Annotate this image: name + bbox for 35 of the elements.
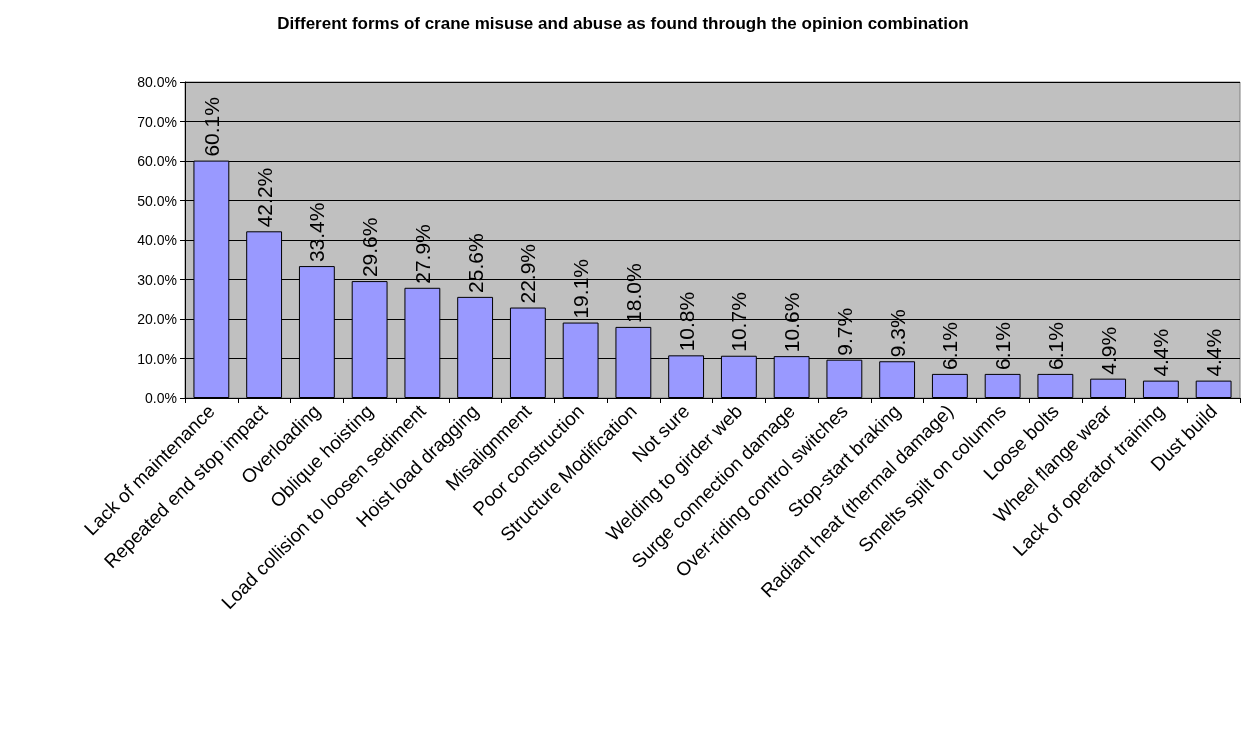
y-tick-label: 40.0% [137, 232, 177, 248]
bar [879, 361, 916, 398]
y-tick-label: 20.0% [137, 311, 177, 327]
data-label: 10.8% [674, 291, 698, 352]
data-label: 9.3% [885, 309, 909, 358]
y-tick-label: 10.0% [137, 350, 177, 367]
y-tick-label: 70.0% [137, 113, 177, 130]
bar [1142, 380, 1179, 398]
data-label: 4.4% [1149, 328, 1173, 377]
bar [1195, 380, 1232, 398]
data-label: 42.2% [252, 167, 276, 228]
data-label: 6.1% [938, 322, 962, 370]
data-label: 29.6% [358, 217, 382, 278]
y-tick-label: 0.0% [145, 390, 177, 406]
y-tick-label: 60.0% [137, 153, 177, 169]
data-label: 18.0% [621, 263, 645, 323]
data-label: 10.7% [727, 292, 751, 352]
bar [931, 373, 968, 398]
data-label: 19.1% [569, 259, 593, 319]
data-label: 6.1% [991, 322, 1015, 370]
bar [984, 373, 1021, 398]
data-label: 9.7% [832, 307, 856, 356]
data-label: 10.6% [780, 292, 804, 353]
y-tick-label: 30.0% [137, 271, 177, 288]
y-tick-label: 80.0% [137, 74, 177, 90]
bar [1037, 373, 1074, 398]
data-label: 33.4% [305, 202, 329, 263]
chart-title: Different forms of crane misuse and abuse as found through the opinion combination [277, 14, 969, 33]
data-label: 22.9% [516, 244, 540, 304]
data-label: 4.9% [1096, 326, 1120, 375]
data-label: 6.1% [1043, 322, 1067, 370]
data-label: 4.4% [1202, 328, 1226, 377]
bar [1090, 378, 1127, 398]
y-tick-label: 50.0% [137, 192, 177, 209]
data-label: 25.6% [463, 233, 487, 293]
